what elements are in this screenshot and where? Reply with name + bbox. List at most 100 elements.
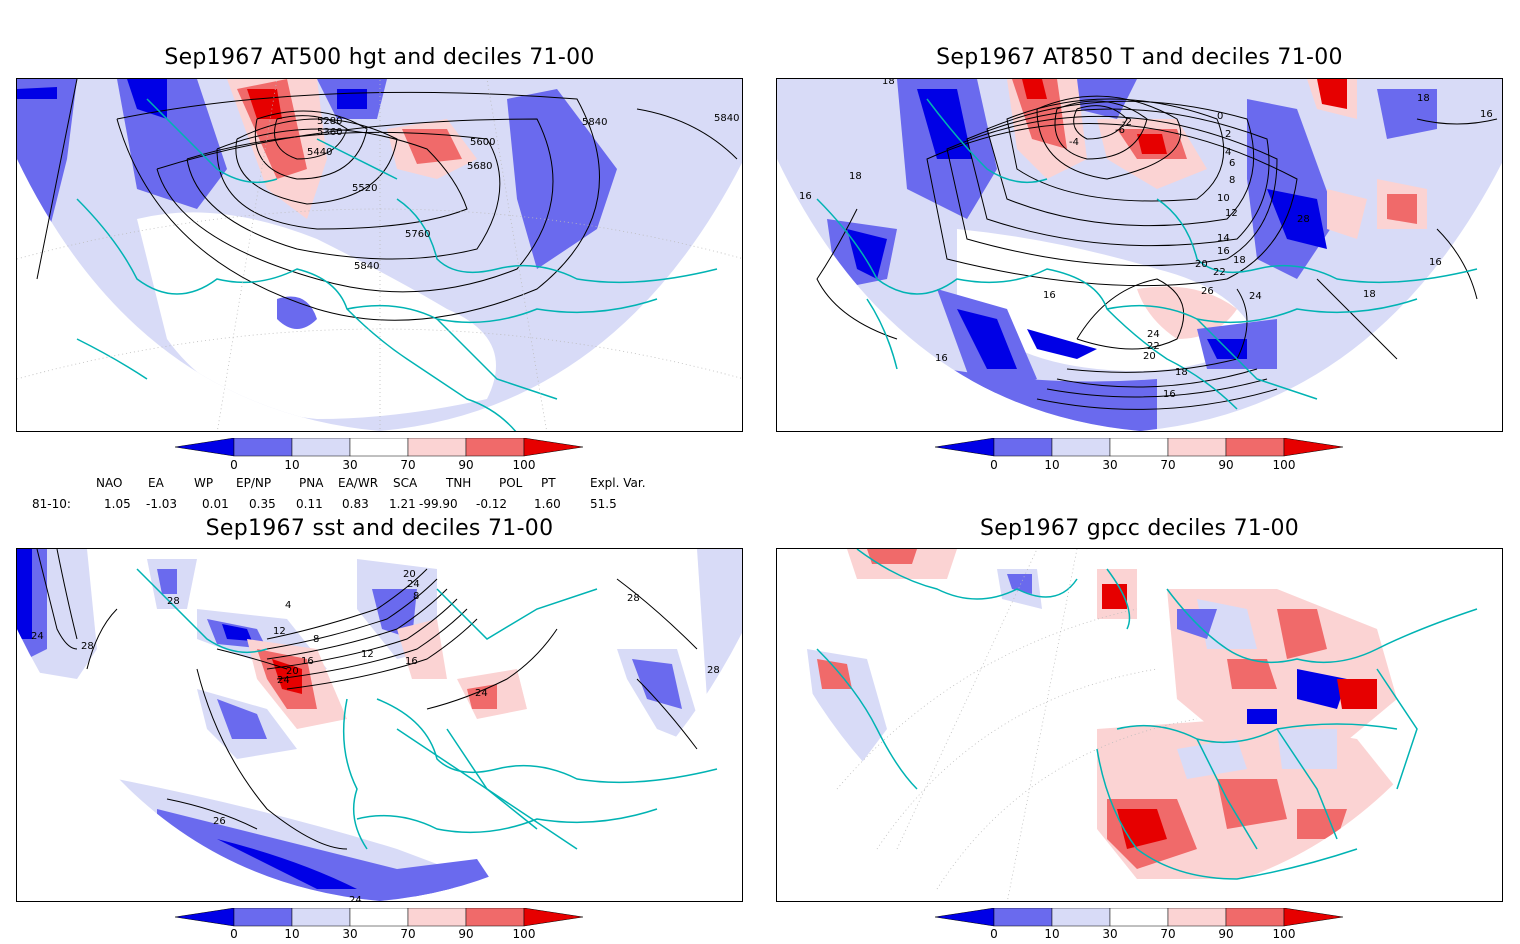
colorbar-tick: 90: [1218, 458, 1233, 472]
index-header: EP/NP: [236, 476, 272, 490]
index-row-label: 81-10:: [32, 497, 71, 511]
contour-label: 5680: [467, 161, 492, 172]
panel-title-gpcc: Sep1967 gpcc deciles 71-00: [979, 516, 1300, 541]
contour-label: 22: [1147, 341, 1160, 352]
index-value: 0.11: [296, 497, 323, 511]
contour-label: 26: [213, 816, 226, 827]
contour-label: 10: [1217, 193, 1230, 204]
map-panel-gpcc: [776, 548, 1503, 902]
index-value: 1.60: [534, 497, 561, 511]
colorbar-tick: 100: [1273, 458, 1296, 472]
contour-label: 24: [1249, 291, 1262, 302]
contour-label: 16: [301, 656, 314, 667]
index-header: WP: [194, 476, 214, 490]
contour-label: -2: [1122, 117, 1132, 128]
colorbar-tick: 30: [342, 458, 357, 472]
contour-label: 16: [1429, 257, 1442, 268]
colorbar-tick: 10: [284, 458, 299, 472]
map-sst-svg: 28 24 28 4 8 12 16 20 24 8 12 16 20 24 2…: [17, 549, 742, 902]
map-panel-sst: 28 24 28 4 8 12 16 20 24 8 12 16 20 24 2…: [16, 548, 743, 902]
colorbar-tick: 30: [342, 927, 357, 940]
map-hgt-svg: 5280 5360 5440 5520 5600 5680 5760 5840 …: [17, 79, 742, 431]
contour-label: 5280: [317, 116, 342, 127]
index-header: NAO: [96, 476, 123, 490]
contour-label: 16: [799, 191, 812, 202]
colorbar-tick: 70: [400, 927, 415, 940]
contour-label: 18: [1417, 93, 1430, 104]
colorbar-tick: 90: [458, 458, 473, 472]
map-panel-t850: 18 16 18 0 2 4 6 8 10 12 14 16 18 20 22 …: [776, 78, 1503, 432]
colorbar-tick: 100: [1273, 927, 1296, 940]
contour-label: 24: [31, 631, 44, 642]
colorbar-svg: 0 10 30 70 90 100: [174, 907, 584, 941]
colorbar-tick: 30: [1102, 927, 1117, 940]
index-header: POL: [499, 476, 523, 490]
index-header: EA: [148, 476, 164, 490]
contour-label: 8: [413, 591, 419, 602]
colorbar-tick: 100: [513, 458, 536, 472]
colorbar-sst: 0 10 30 70 90 100: [174, 907, 595, 941]
index-value: -1.03: [146, 497, 178, 511]
colorbar-tick: 10: [284, 927, 299, 940]
map-gpcc-svg: [777, 549, 1502, 901]
panel-title-sst: Sep1967 sst and deciles 71-00: [205, 516, 554, 541]
contour-label: 18: [882, 79, 895, 87]
contour-label: 16: [405, 656, 418, 667]
contour-label: 0: [1217, 111, 1223, 122]
contour-label: 24: [475, 688, 488, 699]
contour-label: 5840: [582, 117, 607, 128]
contour-label: 24: [1147, 329, 1160, 340]
contour-label: 4: [285, 600, 291, 611]
contour-label: 12: [273, 626, 286, 637]
contour-label: 5840: [714, 113, 739, 124]
index-header: Expl. Var.: [590, 476, 646, 490]
contour-label: 22: [1213, 267, 1226, 278]
contour-label: 18: [1233, 255, 1246, 266]
colorbar-tick: 0: [990, 927, 998, 940]
colorbar-svg: 0 10 30 70 90 100: [934, 907, 1344, 941]
contour-label: -4: [1069, 137, 1079, 148]
contour-label: 6: [1229, 158, 1235, 169]
panel-title-hgt: Sep1967 AT500 hgt and deciles 71-00: [164, 45, 595, 70]
contour-label: 18: [1175, 367, 1188, 378]
contour-label: 5760: [405, 229, 430, 240]
index-value: 0.83: [342, 497, 369, 511]
colorbar-tick: 0: [230, 927, 238, 940]
colorbar-svg: 0 10 30 70 90 100: [934, 437, 1344, 472]
index-value: 51.5: [590, 497, 617, 511]
contour-label: 20: [1195, 259, 1208, 270]
colorbar-tick: 30: [1102, 458, 1117, 472]
map-panel-hgt: 5280 5360 5440 5520 5600 5680 5760 5840 …: [16, 78, 743, 432]
contour-label: 28: [707, 665, 720, 676]
contour-label: 8: [1229, 175, 1235, 186]
contour-label: 16: [1217, 246, 1230, 257]
index-header: SCA: [393, 476, 418, 490]
colorbar-t850: 0 10 30 70 90 100: [934, 437, 1355, 474]
contour-label: 26: [1201, 286, 1214, 297]
colorbar-gpcc: 0 10 30 70 90 100: [934, 907, 1355, 941]
colorbar-hgt: 0 10 30 70 90 100: [174, 437, 595, 474]
index-value: 1.21: [389, 497, 416, 511]
colorbar-tick: 100: [513, 927, 536, 940]
colorbar-tick: 90: [1218, 927, 1233, 940]
contour-label: 18: [849, 171, 862, 182]
contour-label: 16: [935, 353, 948, 364]
contour-label: 5840: [354, 261, 379, 272]
contour-label: 24: [277, 675, 290, 686]
contour-label: 4: [1225, 147, 1231, 158]
contour-label: 20: [1143, 351, 1156, 362]
contour-label: 8: [313, 634, 319, 645]
colorbar-tick: 70: [400, 458, 415, 472]
index-value: -99.90: [419, 497, 458, 511]
index-value: 1.05: [104, 497, 131, 511]
index-value: -0.12: [476, 497, 508, 511]
index-header: PT: [541, 476, 556, 490]
index-header: EA/WR: [338, 476, 379, 490]
colorbar-tick: 10: [1044, 458, 1059, 472]
contour-label: 12: [361, 649, 374, 660]
contour-label: 20: [403, 569, 416, 580]
contour-label: 14: [1217, 233, 1230, 244]
contour-label: 16: [1163, 389, 1176, 400]
contour-label: 24: [407, 579, 420, 590]
contour-label: 24: [349, 895, 362, 902]
